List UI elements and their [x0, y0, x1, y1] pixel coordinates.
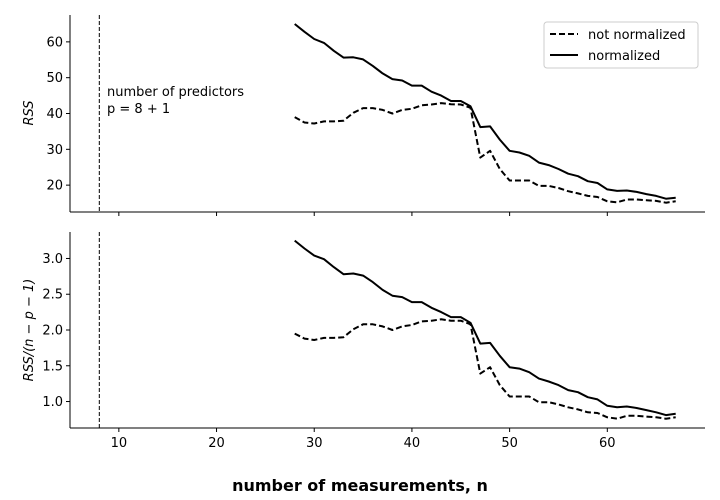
legend: not normalized normalized [543, 21, 699, 69]
y-tick-label: 40 [46, 107, 63, 122]
y-tick-label: 2.0 [42, 324, 63, 339]
x-axis-label: number of measurements, n [232, 476, 488, 495]
x-tick-label: 50 [501, 436, 518, 451]
not-normalized-series-line [294, 102, 676, 204]
y-tick-label: 60 [46, 35, 63, 50]
x-tick-label: 60 [599, 436, 616, 451]
y-axis-label: RSS [22, 100, 37, 125]
annotation-line-1: number of predictors [107, 85, 244, 100]
y-tick-label: 20 [46, 179, 63, 194]
x-tick-label: 10 [111, 436, 128, 451]
not-normalized-series-line [294, 318, 676, 420]
normalized-rss-panel: 1.0 1.5 2.0 2.5 3.0 10 20 30 40 50 60 RSS/(n − p − … [22, 232, 705, 451]
y-tick-label: 50 [46, 71, 63, 86]
normalized-series-line [294, 23, 676, 200]
y-tick-label: 30 [46, 143, 63, 158]
annotation-line-2: p = 8 + 1 [107, 102, 170, 117]
y-tick-label: 2.5 [42, 288, 63, 303]
x-tick-label: 40 [404, 436, 421, 451]
x-tick-label: 20 [208, 436, 225, 451]
y-tick-label: 1.5 [42, 359, 63, 374]
legend-box [543, 21, 699, 69]
y-tick-label: 3.0 [42, 252, 63, 267]
rss-panel: 20 30 40 50 60 RSS number of predictors p = 8 +… [22, 15, 705, 216]
y-tick-label: 1.0 [42, 395, 63, 410]
legend-label: normalized [588, 49, 660, 64]
series-group [294, 23, 676, 204]
y-axis-label: RSS/(n − p − 1) [22, 279, 37, 382]
x-tick-label: 30 [306, 436, 323, 451]
legend-label: not normalized [588, 28, 686, 43]
normalized-series-line [294, 239, 676, 417]
series-group [294, 239, 676, 420]
